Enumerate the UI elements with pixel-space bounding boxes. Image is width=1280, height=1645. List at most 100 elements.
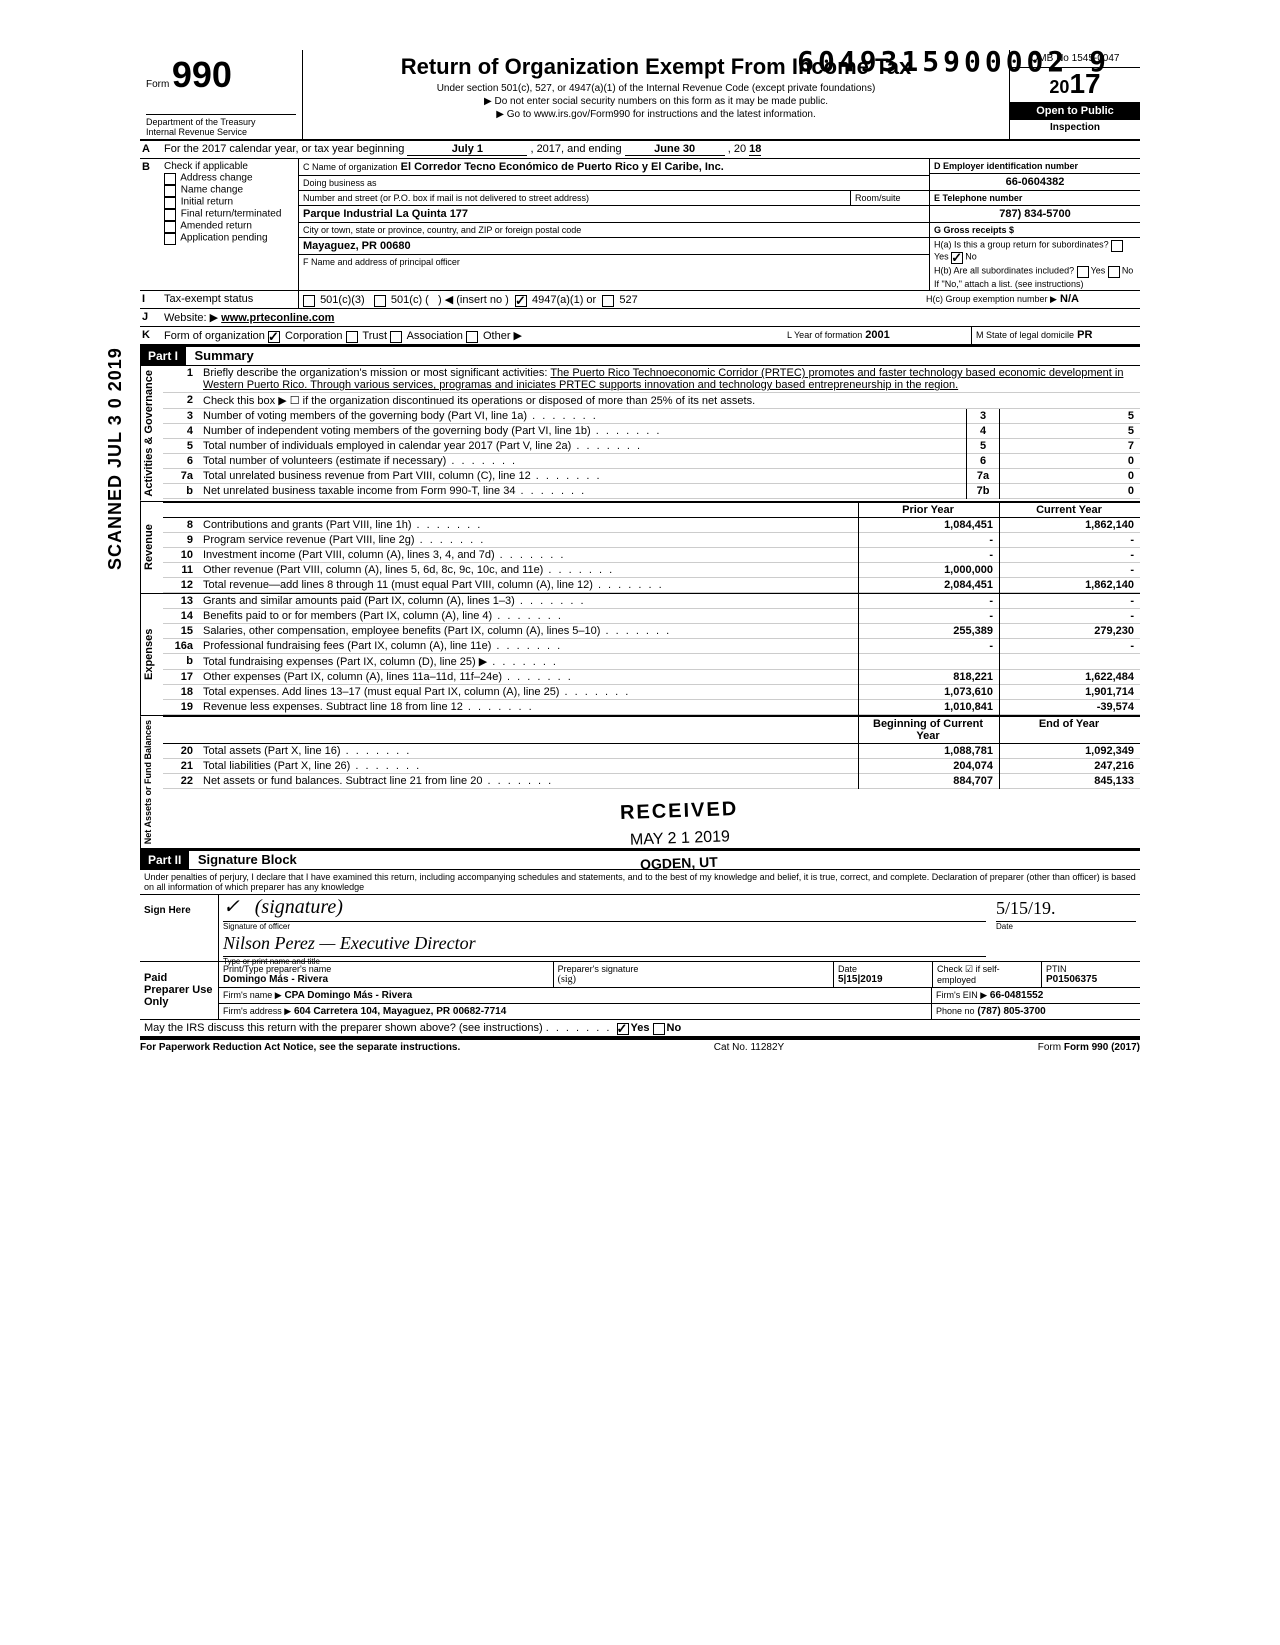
lbl-initial: Initial return (181, 197, 233, 208)
line-val[interactable]: 0 (1000, 454, 1141, 469)
prep-date[interactable]: 5|15|2019 (838, 974, 883, 985)
prior-val[interactable]: 204,074 (859, 758, 1000, 773)
prior-val[interactable]: 1,010,841 (859, 699, 1000, 714)
lbl-amended: Amended return (180, 221, 252, 232)
prior-val[interactable]: 255,389 (859, 623, 1000, 638)
cb-irs-yes[interactable] (617, 1023, 629, 1035)
cb-corp[interactable] (268, 331, 280, 343)
officer-name[interactable]: Nilson Perez — Executive Director (223, 933, 476, 954)
cb-4947[interactable] (515, 295, 527, 307)
cb-final[interactable] (164, 209, 176, 221)
line-num: 6 (163, 454, 199, 469)
curr-year-hdr: Current Year (1000, 502, 1141, 517)
ptin[interactable]: P01506375 (1046, 974, 1097, 985)
lbl-addr-change: Address change (180, 173, 252, 184)
line-val[interactable]: 5 (1000, 424, 1141, 439)
prior-val[interactable]: - (859, 532, 1000, 547)
line-desc: Total unrelated business revenue from Pa… (199, 469, 967, 484)
line-box: 3 (967, 409, 1000, 424)
city[interactable]: Mayaguez, PR 00680 (299, 238, 929, 255)
curr-val[interactable]: - (1000, 532, 1141, 547)
curr-val[interactable]: 1,622,484 (1000, 669, 1141, 684)
curr-val[interactable]: - (1000, 638, 1141, 653)
curr-val[interactable]: - (1000, 594, 1141, 609)
prior-val[interactable]: 884,707 (859, 773, 1000, 788)
prior-val[interactable]: 1,084,451 (859, 518, 1000, 533)
cb-ha-no[interactable] (951, 252, 963, 264)
prior-val[interactable]: - (859, 638, 1000, 653)
hc-val[interactable]: N/A (1060, 293, 1079, 305)
curr-val[interactable]: - (1000, 608, 1141, 623)
cb-initial[interactable] (164, 197, 176, 209)
firm-addr[interactable]: 604 Carretera 104, Mayaguez, PR 00682-77… (294, 1006, 506, 1017)
cb-hb-no[interactable] (1108, 266, 1120, 278)
prior-val[interactable]: - (859, 608, 1000, 623)
g-label: G Gross receipts $ (934, 225, 1014, 235)
cb-hb-yes[interactable] (1077, 266, 1089, 278)
cb-501c[interactable] (374, 295, 386, 307)
curr-val[interactable]: 247,216 (1000, 758, 1141, 773)
sig-date[interactable]: 5/15/19. (996, 898, 1056, 919)
insert-no: ◀ (insert no ) (445, 294, 509, 306)
sign-here: Sign Here (140, 895, 219, 961)
line-desc: Benefits paid to or for members (Part IX… (199, 608, 859, 623)
prior-val[interactable]: 1,000,000 (859, 562, 1000, 577)
state[interactable]: PR (1077, 329, 1092, 341)
firm-name[interactable]: CPA Domingo Más - Rivera (284, 990, 412, 1001)
curr-val[interactable]: 1,862,140 (1000, 518, 1141, 533)
cb-501c3[interactable] (303, 295, 315, 307)
prior-val[interactable]: 1,073,610 (859, 684, 1000, 699)
yes1: Yes (934, 251, 949, 261)
cb-irs-no[interactable] (653, 1023, 665, 1035)
cb-ha-yes[interactable] (1111, 240, 1123, 252)
cb-trust[interactable] (346, 331, 358, 343)
curr-val[interactable]: 1,862,140 (1000, 577, 1141, 592)
line-val[interactable]: 0 (1000, 484, 1141, 499)
street-address[interactable]: Parque Industrial La Quinta 177 (299, 206, 929, 223)
ty-year[interactable]: 18 (749, 143, 761, 156)
cb-pending[interactable] (164, 233, 176, 245)
ty-begin[interactable]: July 1 (407, 143, 527, 156)
curr-val[interactable] (1000, 653, 1141, 669)
line-desc: Contributions and grants (Part VIII, lin… (199, 518, 859, 533)
curr-val[interactable]: - (1000, 562, 1141, 577)
dba-label: Doing business as (299, 176, 929, 191)
prep-name[interactable]: Domingo Más - Rivera (223, 974, 328, 985)
prior-val[interactable]: 818,221 (859, 669, 1000, 684)
line-val[interactable]: 7 (1000, 439, 1141, 454)
cb-assoc[interactable] (390, 331, 402, 343)
prior-val[interactable]: 1,088,781 (859, 744, 1000, 759)
irs: Internal Revenue Service (146, 127, 296, 137)
curr-val[interactable]: - (1000, 547, 1141, 562)
firm-ein[interactable]: 66-0481552 (990, 990, 1043, 1001)
cb-address-change[interactable] (164, 173, 176, 185)
curr-val[interactable]: 1,901,714 (1000, 684, 1141, 699)
org-name[interactable]: El Corredor Tecno Económico de Puerto Ri… (401, 161, 724, 173)
cb-other[interactable] (466, 331, 478, 343)
ein[interactable]: 66-0604382 (930, 174, 1140, 191)
d-label: D Employer identification number (934, 161, 1078, 171)
yes2: Yes (1091, 265, 1106, 275)
curr-val[interactable]: -39,574 (1000, 699, 1141, 714)
website[interactable]: www.prteconline.com (221, 312, 334, 324)
ty-end[interactable]: June 30 (625, 143, 725, 156)
line-val[interactable]: 0 (1000, 469, 1141, 484)
curr-val[interactable]: 279,230 (1000, 623, 1141, 638)
yof[interactable]: 2001 (865, 329, 889, 341)
cb-527[interactable] (602, 295, 614, 307)
row-b-label: B (140, 159, 160, 290)
line-box: 4 (967, 424, 1000, 439)
prior-val[interactable]: - (859, 547, 1000, 562)
phone[interactable]: 787) 834-5700 (930, 206, 1140, 223)
cb-name-change[interactable] (164, 185, 176, 197)
prior-val[interactable]: 2,084,451 (859, 577, 1000, 592)
firm-phone[interactable]: (787) 805-3700 (977, 1006, 1045, 1017)
tax-exempt-label: Tax-exempt status (160, 291, 299, 308)
prior-val[interactable] (859, 653, 1000, 669)
prior-val[interactable]: - (859, 594, 1000, 609)
line-val[interactable]: 5 (1000, 409, 1141, 424)
cb-amended[interactable] (164, 221, 176, 233)
curr-val[interactable]: 845,133 (1000, 773, 1141, 788)
line-desc: Other expenses (Part IX, column (A), lin… (199, 669, 859, 684)
curr-val[interactable]: 1,092,349 (1000, 744, 1141, 759)
